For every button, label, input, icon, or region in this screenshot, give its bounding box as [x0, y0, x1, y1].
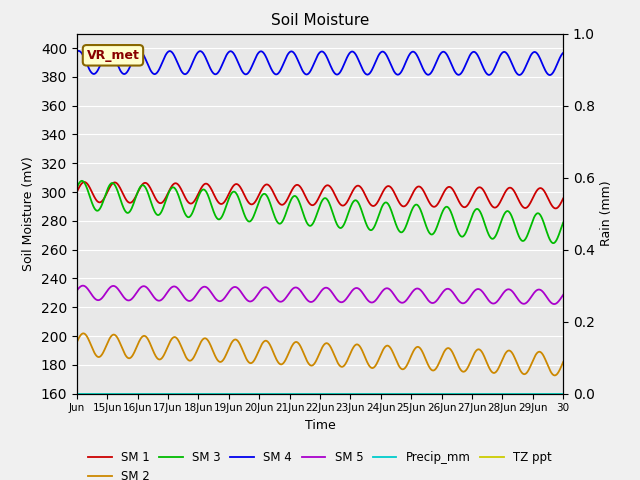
Line: SM 3: SM 3 [77, 181, 563, 243]
Legend: SM 1, SM 2, SM 3, SM 4, SM 5, Precip_mm, TZ ppt: SM 1, SM 2, SM 3, SM 4, SM 5, Precip_mm,… [83, 446, 557, 480]
SM 2 [270, 351, 278, 357]
SM 5 [559, 292, 567, 298]
SM 1 [552, 205, 559, 211]
SM 4 [123, 69, 131, 75]
TZ ppt [461, 391, 468, 396]
SM 2 [452, 359, 460, 365]
SM 4 [546, 72, 554, 78]
SM 5 [550, 301, 558, 307]
Precip_mm [461, 391, 468, 396]
SM 3 [408, 209, 415, 215]
SM 2 [408, 353, 415, 359]
SM 3 [559, 220, 567, 226]
SM 4 [270, 71, 278, 76]
SM 1 [287, 188, 295, 194]
SM 5 [452, 295, 460, 300]
Line: SM 1: SM 1 [77, 182, 563, 208]
SM 4 [559, 50, 567, 56]
Precip_mm [559, 391, 567, 396]
SM 1 [452, 194, 460, 200]
SM 3 [123, 210, 131, 216]
SM 1 [461, 204, 469, 210]
SM 2 [551, 372, 559, 378]
SM 5 [79, 283, 87, 288]
SM 2 [287, 344, 295, 350]
Precip_mm [269, 391, 277, 396]
Precip_mm [123, 391, 131, 396]
SM 3 [73, 185, 81, 191]
SM 2 [79, 331, 87, 336]
Text: VR_met: VR_met [86, 49, 140, 62]
SM 3 [452, 225, 460, 231]
Precip_mm [287, 391, 295, 396]
SM 2 [559, 359, 567, 365]
Line: SM 4: SM 4 [77, 51, 563, 75]
SM 5 [123, 297, 131, 303]
X-axis label: Time: Time [305, 419, 335, 432]
SM 5 [73, 288, 81, 294]
Line: SM 2: SM 2 [77, 334, 563, 375]
SM 1 [123, 198, 131, 204]
Precip_mm [73, 391, 81, 396]
SM 5 [461, 300, 469, 305]
SM 2 [461, 368, 469, 374]
SM 2 [73, 339, 81, 345]
SM 3 [287, 196, 295, 202]
TZ ppt [123, 391, 131, 396]
TZ ppt [287, 391, 295, 396]
SM 4 [461, 62, 469, 68]
SM 5 [408, 290, 415, 296]
TZ ppt [407, 391, 415, 396]
SM 1 [270, 191, 278, 197]
SM 1 [73, 189, 81, 195]
SM 4 [287, 48, 295, 54]
Precip_mm [407, 391, 415, 396]
SM 4 [408, 49, 415, 55]
TZ ppt [269, 391, 277, 396]
SM 4 [73, 49, 81, 55]
TZ ppt [559, 391, 567, 396]
SM 3 [550, 240, 557, 246]
Y-axis label: Soil Moisture (mV): Soil Moisture (mV) [22, 156, 35, 271]
SM 3 [78, 178, 86, 184]
SM 3 [461, 231, 469, 237]
TZ ppt [73, 391, 81, 396]
SM 1 [81, 179, 88, 185]
SM 1 [559, 195, 567, 201]
Precip_mm [452, 391, 460, 396]
TZ ppt [452, 391, 460, 396]
Title: Soil Moisture: Soil Moisture [271, 13, 369, 28]
SM 4 [75, 48, 83, 54]
SM 1 [408, 193, 415, 199]
Line: SM 5: SM 5 [77, 286, 563, 304]
SM 5 [287, 287, 295, 293]
SM 4 [452, 71, 460, 77]
Y-axis label: Rain (mm): Rain (mm) [600, 181, 614, 246]
SM 5 [270, 293, 278, 299]
SM 3 [270, 212, 278, 217]
SM 2 [123, 354, 131, 360]
